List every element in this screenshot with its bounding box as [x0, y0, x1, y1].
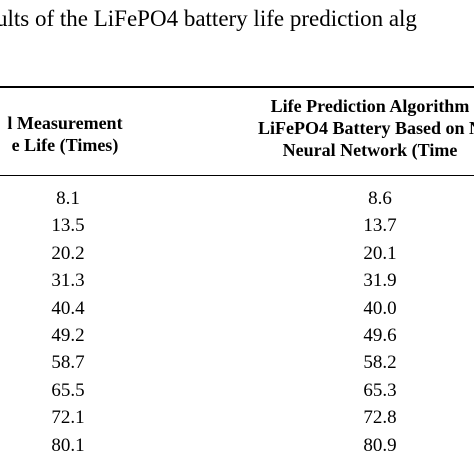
cell-predicted-life: 58.2 [363, 352, 397, 374]
cell-predicted-life: 72.8 [363, 407, 397, 429]
cell-predicted-life: 13.7 [363, 215, 397, 237]
header-line: Neural Network (Time [282, 140, 458, 160]
cell-measured-life: 58.7 [51, 352, 85, 374]
header-line: e Life (Times) [11, 135, 119, 155]
header-predicted-life: Life Prediction Algorithm LiFePO4 Batter… [190, 95, 474, 161]
cell-measured-life: 80.1 [51, 434, 85, 456]
cell-measured-life: 49.2 [51, 325, 85, 346]
cell-predicted-life: 65.3 [363, 379, 397, 401]
cell-measured-life: 40.4 [51, 297, 85, 319]
cell-measured-life: 72.1 [51, 407, 85, 429]
cell-predicted-life: 8.6 [368, 188, 392, 209]
cell-measured-life: 8.1 [56, 188, 80, 209]
top-rule [0, 86, 474, 88]
header-rule [0, 175, 474, 176]
cell-measured-life: 20.2 [51, 242, 85, 264]
cell-measured-life: 31.3 [51, 270, 85, 292]
header-line: LiFePO4 Battery Based on N [258, 118, 474, 138]
cell-predicted-life: 31.9 [363, 270, 397, 292]
header-measured-life: l Measurement e Life (Times) [0, 112, 200, 156]
cell-predicted-life: 49.6 [363, 325, 397, 346]
header-line: l Measurement [7, 113, 123, 133]
header-line: Life Prediction Algorithm [270, 96, 470, 116]
cell-predicted-life: 40.0 [363, 297, 397, 319]
cell-predicted-life: 80.9 [363, 434, 397, 456]
cell-measured-life: 65.5 [51, 379, 85, 401]
cell-measured-life: 13.5 [51, 215, 85, 237]
cell-predicted-life: 20.1 [363, 242, 397, 264]
table-caption: ults of the LiFePO4 battery life predict… [0, 6, 417, 31]
